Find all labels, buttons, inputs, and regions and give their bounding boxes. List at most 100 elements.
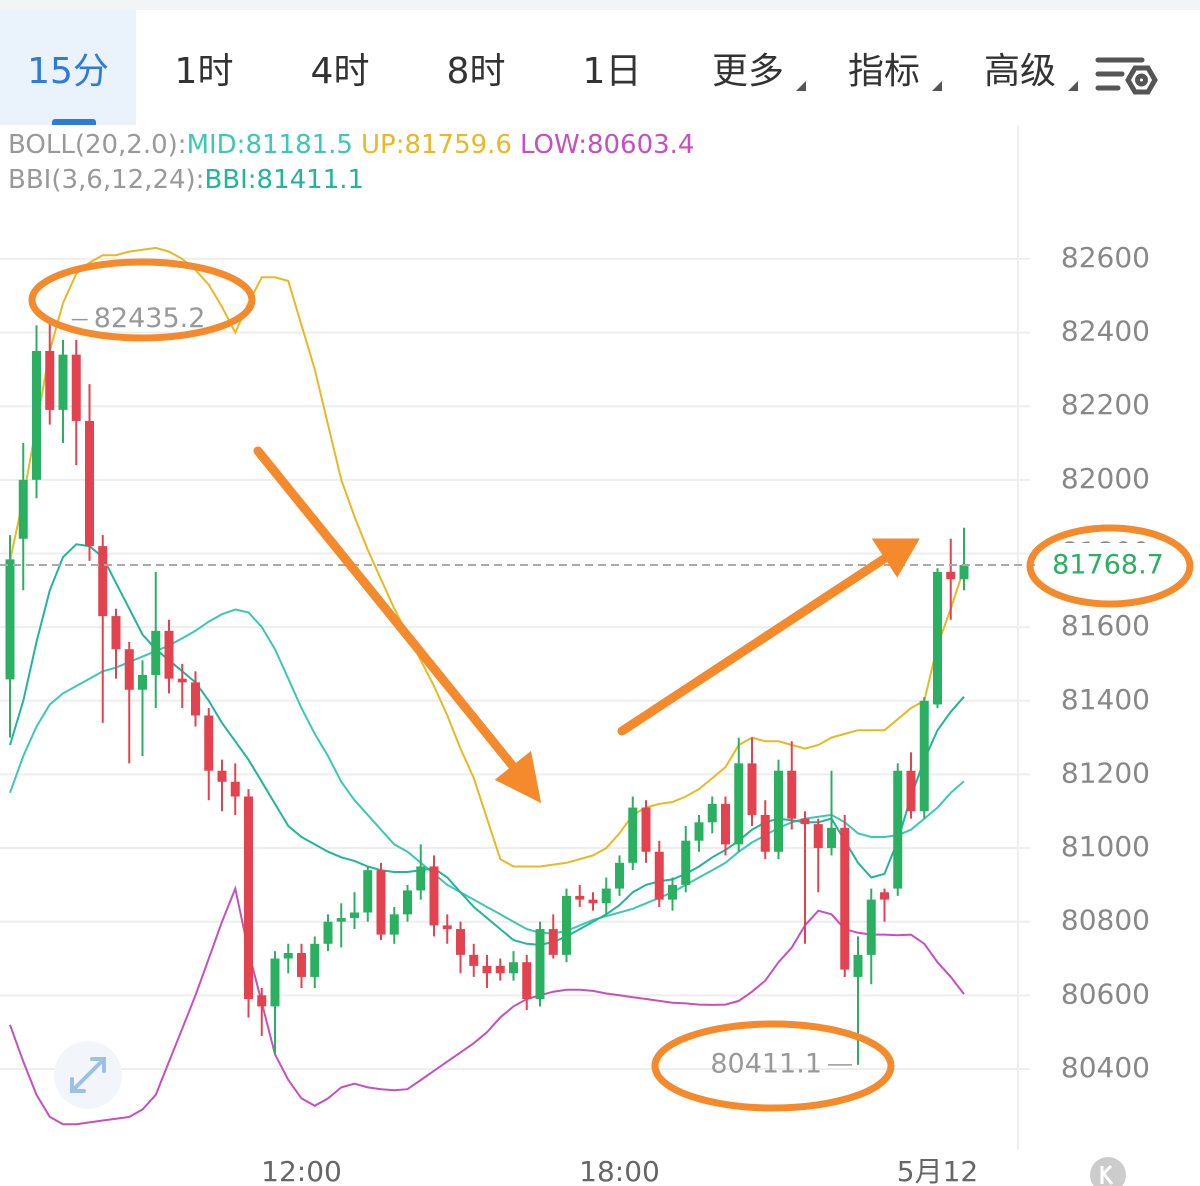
candle-body [283,953,293,959]
candle-body [98,546,108,617]
candle-body [310,943,320,977]
candle-body [853,954,863,977]
legend-value: 80603.4 [587,130,695,160]
candle-body [601,888,611,904]
expand-button[interactable] [54,1041,122,1109]
candle-body [906,770,916,812]
candle-body [707,803,717,823]
y-tick-label: 82400 [1061,315,1150,348]
candle-body [747,763,757,815]
candle-body [827,827,836,849]
legend-item: MID:81181.5 [187,130,353,160]
legend-row: BOLL(20,2.0):MID:81181.5 UP:81759.6 LOW:80… [8,130,694,160]
candle-body [58,354,68,410]
highlight-ellipse [651,1020,895,1112]
arrow-head [494,750,542,804]
settings-icon[interactable] [1088,10,1200,125]
candle-body [760,814,770,852]
candle-body [535,929,545,1000]
candle-body [721,803,730,845]
tab[interactable]: 8时 [446,50,506,92]
y-tick-label: 82000 [1061,462,1150,495]
tab-label: 高级 [983,50,1056,92]
candle-body [138,675,147,690]
y-tick-label: 81400 [1061,683,1150,716]
y-tick-label: 81600 [1061,609,1150,642]
tab[interactable]: 1时 [174,50,234,92]
tab-label: 指标 [847,50,920,92]
candle-body [522,962,532,1000]
candle-body [509,962,518,974]
candle-body [257,995,267,1007]
price-label-box [1042,543,1178,588]
y-tick-label: 80400 [1061,1051,1150,1084]
candle-body [389,914,399,935]
candle-body [482,965,492,974]
candle-body [840,827,850,970]
candle-body [641,807,651,852]
tab-bar: 15分 1时 4时 8时 1日 更多 指标 高级 [0,0,1200,125]
x-tick-label: 5月12 [897,1155,978,1186]
candle-body [177,678,187,683]
highlight-ellipse [1026,524,1194,608]
candle-body [893,770,903,889]
candle-body [495,965,505,974]
candle-body [124,649,134,690]
tab-label: 更多 [711,50,784,92]
candle-body [959,565,969,580]
candle-body [350,912,359,919]
candle-body [946,571,956,580]
candle-body [297,953,306,977]
candle-body [774,770,783,852]
candle-body [376,870,386,935]
legend-item: LOW:80603.4 [520,130,695,160]
candle-body [18,479,28,539]
candle-body [681,840,691,885]
candle-body [866,899,876,955]
candle-body [244,796,253,1000]
candle-body [429,866,439,926]
candle-body [217,770,227,782]
trend-arrow [253,446,525,780]
tab[interactable]: 高级 [952,10,1088,125]
legend-item: UP:81759.6 [361,130,512,160]
legend-value: 81759.6 [404,130,512,160]
candle-body [548,929,558,955]
candle-body [456,929,465,955]
legend-name: UP: [361,130,404,160]
candle-body [933,571,942,705]
candle-body [787,770,797,819]
y-tick-label: 81000 [1061,830,1150,863]
candle-body [5,559,15,680]
candle-body [71,354,81,421]
candle-body [575,895,585,900]
y-tick-label: 80800 [1061,904,1150,937]
candle-body [615,862,624,889]
highlight-ellipse [28,258,256,342]
tab[interactable]: 15分 [0,10,136,125]
candle-body [442,925,452,930]
tab[interactable]: 1日 [582,50,642,92]
candle-body [416,866,426,891]
candle-body [85,420,94,547]
k-badge[interactable] [1090,1157,1126,1186]
y-tick-label: 81200 [1061,756,1150,789]
y-tick-label: 80600 [1061,977,1150,1010]
tab[interactable]: 指标 [816,10,952,125]
legend-name: LOW: [520,130,587,160]
candle-body [919,700,929,812]
tab[interactable]: 4时 [310,50,370,92]
annotations [28,258,1194,1112]
indicator-line [9,246,965,868]
candle-body [151,630,161,675]
candle-body [111,616,121,650]
candle-body [562,895,571,955]
legend-value: 81411.1 [257,165,365,195]
candle-body [800,818,810,825]
tab[interactable]: 更多 [680,10,816,125]
candle-body [191,682,200,716]
candle-body [270,958,280,1007]
low-label: 80411.1 [710,1048,822,1079]
candle-body [694,822,704,841]
